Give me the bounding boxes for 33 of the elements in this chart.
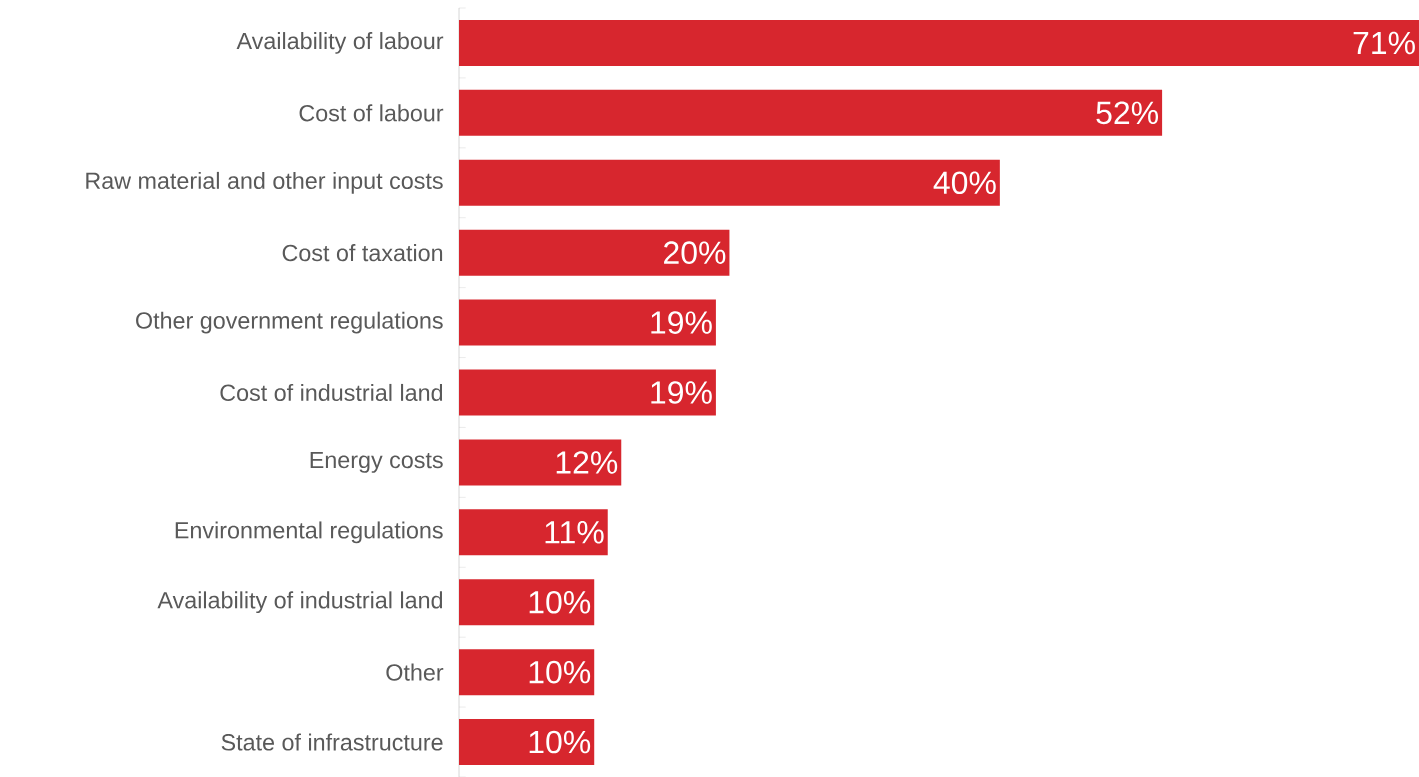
y-tick-label: Raw material and other input costs <box>86 171 443 194</box>
data-label: 10% <box>529 590 591 614</box>
bar <box>459 719 595 766</box>
y-tick-label: Availability of industrial land <box>157 591 443 614</box>
y-tick-label: State of infrastructure <box>221 733 443 751</box>
y-tick-label: Other government regulations <box>136 311 443 334</box>
bar <box>459 649 595 696</box>
bar <box>459 89 1163 136</box>
y-tick-label: Cost of labour <box>299 104 444 122</box>
data-label: 20% <box>664 241 726 265</box>
y-tick-label: Other <box>386 663 444 681</box>
y-tick-label: Energy costs <box>310 451 443 473</box>
data-label: 10% <box>529 660 591 684</box>
y-tick-label: Cost of industrial land <box>220 383 443 402</box>
bar <box>459 509 608 556</box>
data-label: 11% <box>545 521 604 544</box>
bar <box>459 579 595 626</box>
y-tick-label: Environmental regulations <box>175 521 443 544</box>
y-tick-label: Availability of labour <box>236 32 444 54</box>
data-label: 10% <box>529 730 591 754</box>
bar <box>459 19 1419 66</box>
data-label: 19% <box>651 381 712 404</box>
bar <box>459 369 716 416</box>
data-label: 12% <box>556 451 618 474</box>
data-label: 52% <box>1096 101 1159 125</box>
data-label: 19% <box>651 311 712 334</box>
data-label: 71% <box>1353 31 1415 55</box>
bar <box>459 159 1000 206</box>
y-tick-label: Cost of taxation <box>282 244 443 262</box>
bar <box>459 299 716 346</box>
bar <box>459 439 622 486</box>
bar <box>459 229 730 276</box>
data-label: 40% <box>933 171 996 195</box>
